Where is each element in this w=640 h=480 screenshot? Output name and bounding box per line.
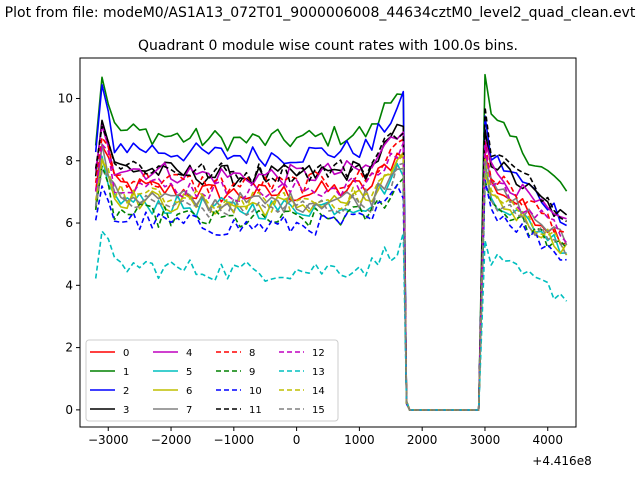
- x-tick-label: 0: [293, 433, 301, 447]
- y-tick-label: 10: [58, 91, 73, 105]
- chart-title: Quadrant 0 module wise count rates with …: [138, 38, 518, 54]
- y-tick-label: 8: [65, 154, 73, 168]
- x-tick-label: 2000: [407, 433, 438, 447]
- legend-label-10: 10: [249, 386, 262, 397]
- y-tick-label: 0: [65, 403, 73, 417]
- y-tick-label: 2: [65, 341, 73, 355]
- legend-label-14: 14: [312, 386, 325, 397]
- x-tick-label: −1000: [214, 433, 255, 447]
- series-line-10: [94, 179, 567, 411]
- series-line-4: [94, 124, 567, 411]
- suptitle-text: Plot from file: modeM0/AS1A13_072T01_900…: [4, 5, 636, 21]
- legend-label-1: 1: [123, 367, 129, 378]
- x-tick-label: −2000: [151, 433, 192, 447]
- plot-frame: [79, 57, 577, 428]
- series-line-6: [94, 151, 568, 411]
- series-line-14: [94, 154, 568, 411]
- legend-label-0: 0: [123, 348, 129, 359]
- series-line-11: [94, 106, 567, 411]
- series-line-3: [94, 119, 568, 411]
- x-axis: −3000 −2000 −1000 0 1000 2000 3000 4000: [88, 427, 563, 447]
- legend-label-3: 3: [123, 405, 129, 416]
- series-line-1: [94, 73, 568, 411]
- series-lines: [94, 73, 568, 411]
- legend-label-4: 4: [186, 348, 192, 359]
- legend-label-15: 15: [312, 405, 325, 416]
- x-tick-label: 4000: [532, 433, 563, 447]
- legend-label-13: 13: [312, 367, 325, 378]
- y-axis: 0 2 4 6 8 10: [58, 91, 80, 417]
- legend-label-7: 7: [186, 405, 192, 416]
- legend-box: [85, 339, 339, 422]
- figure-suptitle: Plot from file: modeM0/AS1A13_072T01_900…: [0, 5, 640, 21]
- legend-label-2: 2: [123, 386, 129, 397]
- legend-label-8: 8: [249, 348, 255, 359]
- series-line-2: [94, 84, 567, 411]
- series-line-7: [94, 143, 568, 411]
- x-tick-label: 3000: [470, 433, 501, 447]
- x-offset-label: +4.416e8: [532, 454, 591, 468]
- x-tick-label: 1000: [344, 433, 375, 447]
- legend-label-12: 12: [312, 348, 325, 359]
- legend-label-9: 9: [249, 367, 255, 378]
- legend-label-6: 6: [186, 386, 192, 397]
- legend-label-11: 11: [249, 405, 262, 416]
- x-tick-label: −3000: [88, 433, 129, 447]
- legend-label-5: 5: [186, 367, 192, 378]
- series-line-13: [94, 230, 568, 411]
- series-line-12: [94, 142, 568, 411]
- series-line-15: [94, 160, 568, 411]
- y-tick-label: 4: [65, 278, 73, 292]
- y-tick-label: 6: [65, 216, 73, 230]
